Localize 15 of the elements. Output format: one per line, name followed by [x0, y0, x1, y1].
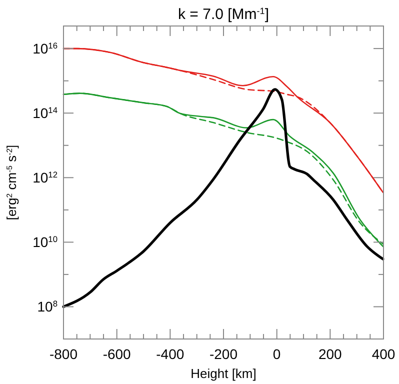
x-tick-label: 0 — [272, 346, 281, 362]
y-tick-label: 10$^{16}$ — [32, 40, 58, 57]
y-tick-label: 10$^{14}$ — [32, 105, 58, 122]
y-tick-label: 10$^{12}$ — [32, 170, 58, 186]
chart-title: k = 7.0 [Mm$^{-1}$] — [178, 6, 269, 23]
y-tick-label: 10$^{10}$ — [32, 234, 58, 250]
x-tick-label: -200 — [209, 346, 238, 362]
x-tick-label: -600 — [102, 346, 132, 362]
x-tick-label: -400 — [156, 346, 184, 362]
y-tick-label: 10$^{8}$ — [37, 298, 58, 315]
x-tick-label: 200 — [318, 346, 342, 362]
line-series — [62, 88, 384, 308]
x-tick-label: 400 — [372, 346, 396, 362]
x-tick-label: -800 — [49, 346, 78, 362]
x-axis-title: Height [km] — [190, 366, 256, 381]
